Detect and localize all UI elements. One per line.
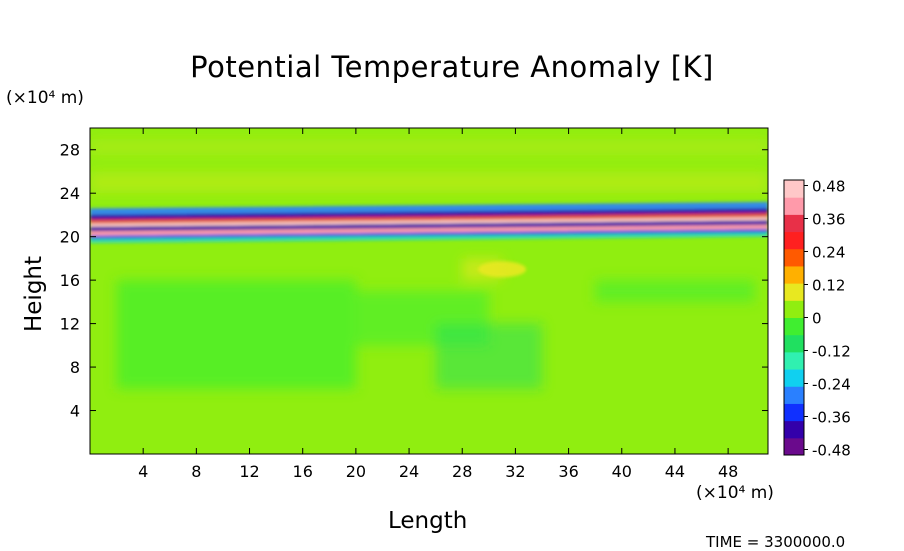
x-tick-label: 16 <box>293 462 313 481</box>
colorbar: 0.48 0.36 0.24 0.12 0 -0.12 -0.24 -0.36 -0.48 <box>783 178 851 460</box>
x-tick-label: 8 <box>191 462 201 481</box>
colorbar-swatch <box>784 214 804 233</box>
x-tick-label: 4 <box>138 462 148 481</box>
x-tick-label: 32 <box>505 462 525 481</box>
heatmap-stripe <box>90 224 768 236</box>
heatmap-anomaly-layer <box>90 201 768 244</box>
heatmap-stripe <box>90 232 768 244</box>
heatmap-stripe <box>90 212 768 224</box>
colorbar-label: -0.24 <box>812 376 851 394</box>
heatmap-region <box>90 138 768 156</box>
y-axis-ticks: 4 8 12 16 20 24 28 <box>60 141 768 421</box>
colorbar-swatch <box>784 351 804 370</box>
heatmap-region <box>90 171 768 194</box>
x-tick-label: 24 <box>399 462 419 481</box>
y-tick-label: 24 <box>60 184 80 203</box>
y-tick-label: 16 <box>60 271 80 290</box>
x-tick-label: 36 <box>558 462 578 481</box>
colorbar-label: -0.48 <box>812 442 851 460</box>
x-tick-label: 44 <box>665 462 685 481</box>
heatmap-stripe <box>90 201 768 215</box>
x-tick-label: 28 <box>452 462 472 481</box>
x-tick-label: 20 <box>346 462 366 481</box>
colorbar-swatch <box>784 420 804 439</box>
plot-area <box>90 128 768 454</box>
heatmap-stripe <box>90 229 768 239</box>
colorbar-label: 0.48 <box>812 178 845 196</box>
heatmap-region <box>595 280 755 302</box>
x-axis-ticks: 4 8 12 16 20 24 28 32 36 40 44 48 <box>138 128 738 481</box>
colorbar-label: 0.24 <box>812 244 845 262</box>
colorbar-swatch <box>784 265 804 284</box>
colorbar-swatch <box>784 248 804 267</box>
colorbar-label: -0.12 <box>812 343 851 361</box>
x-tick-label: 40 <box>612 462 632 481</box>
colorbar-swatch <box>784 386 804 404</box>
heatmap-soft-regions <box>90 138 768 389</box>
y-tick-label: 28 <box>60 141 80 160</box>
colorbar-swatch <box>784 283 804 301</box>
colorbar-swatch <box>784 437 804 456</box>
colorbar-label: 0.36 <box>812 211 845 229</box>
heatmap-region <box>435 323 542 389</box>
heatmap-stripe <box>90 217 768 227</box>
chart-title: Potential Temperature Anomaly [K] <box>190 50 714 84</box>
y-tick-label: 8 <box>70 358 80 377</box>
colorbar-swatch <box>784 403 804 422</box>
colorbar-swatch <box>784 300 804 318</box>
y-tick-label: 12 <box>60 315 80 334</box>
colorbar-swatch <box>784 197 804 215</box>
colorbar-swatch <box>784 231 804 250</box>
colorbar-swatch <box>784 317 804 336</box>
colorbar-label: 0 <box>812 310 822 328</box>
colorbar-swatch <box>784 180 804 198</box>
heatmap-stripe <box>90 220 768 232</box>
heatmap-stripe <box>90 208 768 220</box>
y-tick-label: 4 <box>70 402 80 421</box>
colorbar-swatch <box>784 334 804 353</box>
x-axis-label: Length <box>388 508 468 534</box>
heatmap-region <box>116 280 356 389</box>
y-tick-label: 20 <box>60 228 80 247</box>
plot-frame <box>89 127 769 455</box>
colorbar-label: 0.12 <box>812 277 845 295</box>
x-tick-label: 48 <box>718 462 738 481</box>
y-axis-unit: (×10⁴ m) <box>6 88 84 108</box>
x-axis-unit: (×10⁴ m) <box>696 483 774 503</box>
heatmap-warm-patch <box>478 261 527 278</box>
x-tick-label: 12 <box>239 462 259 481</box>
colorbar-swatch <box>784 369 804 387</box>
colorbar-label: -0.36 <box>812 409 851 427</box>
